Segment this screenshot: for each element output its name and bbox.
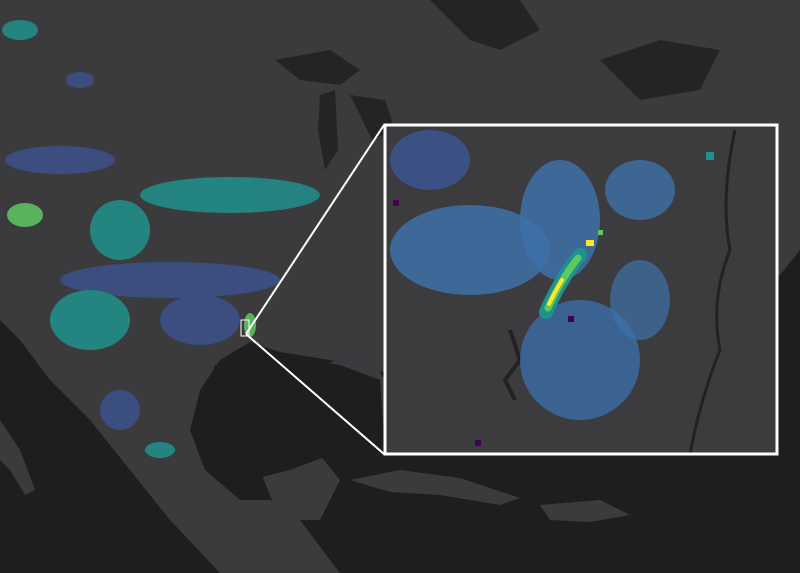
precip-cell [160, 295, 240, 345]
inset-precip [390, 130, 470, 190]
inset-precip [520, 300, 640, 420]
inset-map[interactable] [383, 123, 779, 456]
precip-cell [140, 177, 320, 213]
inset-lake [502, 329, 523, 401]
precipitation-layer [2, 20, 320, 458]
inset-storm-peak [547, 278, 564, 306]
source-highlight [240, 319, 250, 337]
inset-precip-pixel [393, 200, 399, 206]
inset-river [688, 129, 737, 455]
precip-cell [2, 20, 38, 40]
inset-precip-pixel [475, 440, 481, 446]
gulf-st-lawrence [600, 40, 720, 100]
inset-precip-pixel [586, 240, 594, 246]
precip-cell [66, 72, 94, 88]
hudson-bay-area [430, 0, 540, 50]
inset-connector-top [245, 124, 385, 335]
precip-cell [100, 390, 140, 430]
inset-precip-pixel [598, 230, 603, 235]
inset-connector-bottom [245, 333, 385, 455]
precip-cell [50, 290, 130, 350]
precip-cell [5, 146, 115, 174]
inset-precip-pixel [706, 152, 714, 160]
lake-michigan [318, 90, 338, 170]
inset-border [383, 123, 779, 456]
precip-cell [90, 200, 150, 260]
gulf-of-mexico [195, 350, 385, 480]
inset-precip [605, 160, 675, 220]
inset-precip [520, 160, 600, 280]
land-cuba [350, 470, 520, 505]
lake-superior [275, 50, 360, 85]
inset-precip [610, 260, 670, 340]
precip-cell [7, 203, 43, 227]
land-hispaniola [540, 500, 630, 522]
land-baja [0, 420, 35, 495]
precip-cell [145, 442, 175, 458]
inset-precip-pixel [568, 316, 574, 322]
inset-precip [390, 205, 550, 295]
precip-cell [60, 262, 280, 298]
